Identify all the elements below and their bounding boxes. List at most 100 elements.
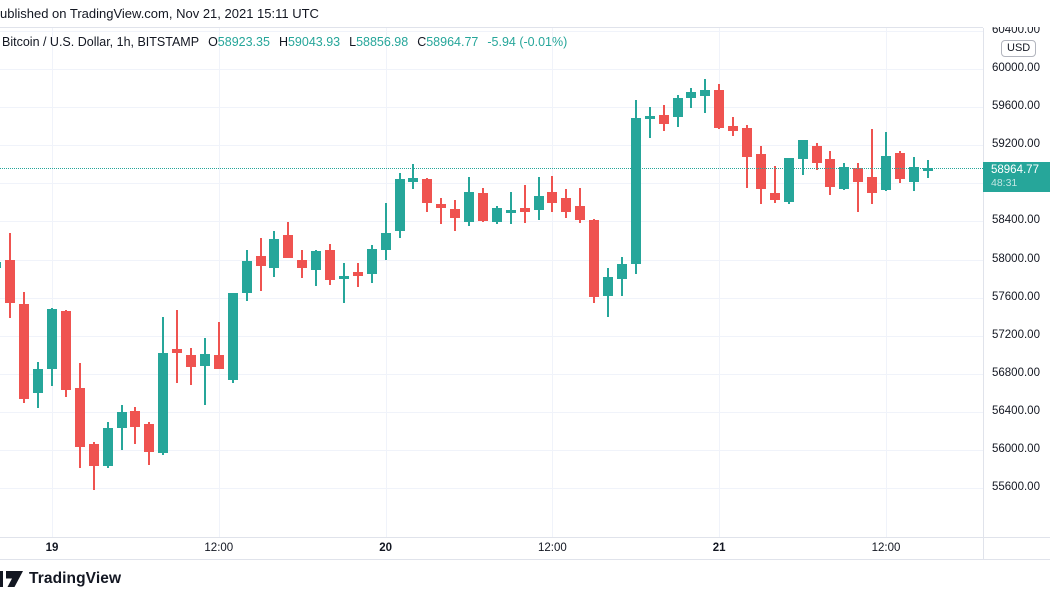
published-line: ublished on TradingView.com, Nov 21, 202… bbox=[0, 6, 319, 21]
candle-wick bbox=[342, 262, 345, 304]
time-gridline bbox=[552, 28, 554, 537]
price-axis-label: 58000.00 bbox=[992, 252, 1040, 265]
price-gridline bbox=[0, 69, 983, 70]
candle bbox=[408, 178, 419, 182]
candle bbox=[533, 196, 544, 210]
price-gridline bbox=[0, 259, 983, 261]
candle bbox=[255, 256, 266, 267]
price-axis-label: 57200.00 bbox=[992, 328, 1040, 341]
candle bbox=[881, 156, 891, 190]
candle bbox=[88, 444, 99, 467]
candle-wick bbox=[773, 166, 776, 203]
open-letter: O bbox=[208, 35, 218, 49]
candle-wick bbox=[203, 338, 206, 406]
candle bbox=[686, 91, 697, 98]
time-gridline bbox=[719, 28, 721, 537]
candle bbox=[519, 208, 530, 212]
candle bbox=[811, 146, 822, 163]
time-axis-label: 12:00 bbox=[871, 542, 901, 554]
ohlc-high: H59043.93 bbox=[279, 35, 340, 49]
footer-band: TradingView bbox=[0, 560, 1050, 600]
price-gridline bbox=[0, 145, 983, 147]
candle-wick bbox=[523, 185, 526, 224]
price-axis-label: 56400.00 bbox=[992, 404, 1040, 417]
time-gridline bbox=[385, 28, 387, 537]
low-letter: L bbox=[349, 35, 357, 49]
candle bbox=[213, 354, 224, 369]
ohlc-low: L58856.98 bbox=[349, 35, 408, 49]
candle bbox=[74, 388, 85, 447]
candle bbox=[769, 192, 780, 200]
candle bbox=[464, 191, 474, 222]
price-axis-label: 60000.00 bbox=[992, 62, 1040, 74]
candle bbox=[116, 411, 127, 428]
candle bbox=[853, 168, 864, 182]
header-divider bbox=[0, 27, 983, 28]
candle-wick bbox=[690, 88, 693, 108]
time-axis[interactable]: 19 12:00 20 12:00 21 12:00 bbox=[0, 537, 1050, 560]
price-axis-label: 55600.00 bbox=[992, 481, 1040, 493]
candle-wick bbox=[509, 191, 512, 225]
current-price-value: 58964.77 bbox=[991, 163, 1039, 176]
candle bbox=[380, 232, 391, 250]
candle bbox=[922, 167, 933, 172]
time-axis-border-bottom bbox=[0, 559, 1050, 560]
open-value: 58923.35 bbox=[217, 35, 270, 49]
time-axis-label: 12:00 bbox=[538, 542, 567, 554]
candle-wick bbox=[704, 79, 707, 113]
candle bbox=[894, 152, 905, 179]
candle bbox=[0, 262, 2, 268]
candle-wick bbox=[857, 162, 860, 212]
published-band: ublished on TradingView.com, Nov 21, 202… bbox=[0, 0, 1050, 27]
candle-wick bbox=[871, 129, 874, 205]
candle-wick bbox=[92, 442, 95, 490]
candle-wick bbox=[384, 202, 387, 260]
price-gridline bbox=[0, 30, 983, 32]
candle bbox=[283, 235, 294, 259]
candle bbox=[33, 369, 44, 393]
candle bbox=[297, 259, 308, 268]
price-axis-label: 57600.00 bbox=[992, 290, 1040, 303]
candle-wick bbox=[579, 188, 582, 224]
price-gridline bbox=[0, 335, 983, 337]
candle bbox=[505, 209, 516, 213]
candle bbox=[755, 154, 766, 189]
candle bbox=[839, 167, 850, 189]
time-axis-label: 19 bbox=[45, 542, 59, 554]
time-gridline bbox=[218, 28, 220, 537]
price-gridline bbox=[0, 488, 983, 489]
candle bbox=[644, 116, 655, 119]
candle bbox=[60, 310, 71, 390]
symbol-title: Bitcoin / U.S. Dollar, 1h, BITSTAMP bbox=[2, 35, 200, 49]
price-gridline bbox=[0, 449, 983, 451]
low-value: 58856.98 bbox=[356, 35, 409, 49]
candle-wick bbox=[217, 321, 220, 370]
candle-wick bbox=[412, 163, 415, 189]
candle bbox=[908, 167, 919, 182]
price-axis-label: 58400.00 bbox=[992, 214, 1040, 227]
candle bbox=[186, 354, 196, 368]
time-axis-label: 12:00 bbox=[204, 542, 234, 554]
candle bbox=[728, 126, 739, 131]
ohlc-close: C58964.77 bbox=[417, 35, 478, 49]
candle bbox=[227, 293, 238, 380]
price-axis[interactable]: USD 58964.77 48:31 60400.00 60000.00 59600… bbox=[983, 24, 1050, 560]
candle bbox=[338, 276, 349, 279]
current-price-line bbox=[0, 167, 983, 169]
candle bbox=[825, 159, 836, 188]
candle bbox=[311, 250, 322, 270]
high-letter: H bbox=[278, 35, 288, 49]
candle bbox=[325, 249, 335, 280]
candle bbox=[477, 192, 488, 221]
candle bbox=[658, 114, 669, 125]
tradingview-logo[interactable]: TradingView bbox=[0, 570, 121, 588]
current-price-tag: 58964.77 48:31 bbox=[983, 161, 1050, 192]
candle bbox=[352, 271, 363, 277]
candle bbox=[603, 277, 613, 297]
candle bbox=[450, 209, 461, 218]
high-value: 59043.93 bbox=[287, 35, 341, 49]
candle bbox=[700, 90, 711, 96]
candle bbox=[172, 349, 183, 353]
